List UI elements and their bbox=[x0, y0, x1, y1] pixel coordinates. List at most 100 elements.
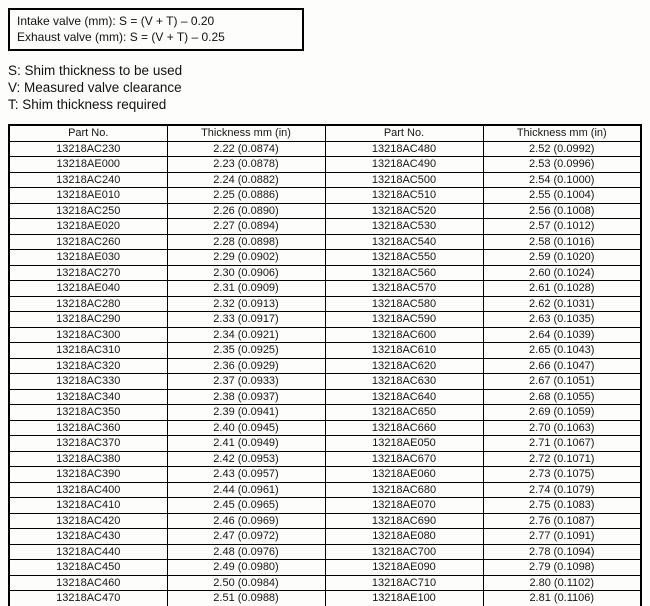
part-no-cell: 13218AC290 bbox=[8, 311, 168, 328]
thickness-cell: 2.71 (0.1067) bbox=[482, 435, 642, 452]
thickness-cell: 2.28 (0.0898) bbox=[166, 233, 326, 250]
part-no-cell: 13218AC360 bbox=[8, 419, 168, 436]
thickness-cell: 2.26 (0.0890) bbox=[166, 202, 326, 219]
part-no-cell: 13218AC440 bbox=[8, 543, 168, 560]
part-no-cell: 13218AC320 bbox=[8, 357, 168, 374]
part-no-cell: 13218AC620 bbox=[324, 357, 484, 374]
thickness-cell: 2.34 (0.0921) bbox=[166, 326, 326, 343]
part-no-cell: 13218AC630 bbox=[324, 373, 484, 390]
thickness-cell: 2.23 (0.0878) bbox=[166, 156, 326, 173]
part-no-cell: 13218AE050 bbox=[324, 435, 484, 452]
part-no-cell: 13218AC680 bbox=[324, 481, 484, 498]
thickness-cell: 2.29 (0.0902) bbox=[166, 249, 326, 266]
legend-t-line: T: Shim thickness required bbox=[8, 97, 167, 112]
table-row: 13218AE000 2.23 (0.0878) 13218AC490 2.53 (0… bbox=[8, 156, 642, 173]
part-no-cell: 13218AC480 bbox=[324, 140, 484, 157]
thickness-cell: 2.64 (0.1039) bbox=[482, 326, 642, 343]
part-no-cell: 13218AC240 bbox=[8, 171, 168, 188]
table-row: 13218AC230 2.22 (0.0874) 13218AC480 2.52 (0… bbox=[8, 140, 642, 157]
thickness-cell: 2.47 (0.0972) bbox=[166, 528, 326, 545]
thickness-cell: 2.59 (0.1020) bbox=[482, 249, 642, 266]
part-no-cell: 13218AC520 bbox=[324, 202, 484, 219]
part-no-cell: 13218AC640 bbox=[324, 388, 484, 405]
table-row: 13218AC320 2.36 (0.0929) 13218AC620 2.66 (0… bbox=[8, 357, 642, 374]
part-no-cell: 13218AC590 bbox=[324, 311, 484, 328]
part-no-cell: 13218AC380 bbox=[8, 450, 168, 467]
thickness-cell: 2.63 (0.1035) bbox=[482, 311, 642, 328]
thickness-cell: 2.51 (0.0988) bbox=[166, 590, 326, 606]
thickness-cell: 2.37 (0.0933) bbox=[166, 373, 326, 390]
thickness-cell: 2.38 (0.0937) bbox=[166, 388, 326, 405]
part-no-cell: 13218AE040 bbox=[8, 280, 168, 297]
table-row: 13218AC300 2.34 (0.0921) 13218AC600 2.64 (0… bbox=[8, 326, 642, 343]
part-no-cell: 13218AC350 bbox=[8, 404, 168, 421]
thickness-cell: 2.62 (0.1031) bbox=[482, 295, 642, 312]
legend-v-line: V: Measured valve clearance bbox=[8, 80, 182, 95]
part-no-cell: 13218AC470 bbox=[8, 590, 168, 606]
part-no-cell: 13218AC670 bbox=[324, 450, 484, 467]
thickness-cell: 2.58 (0.1016) bbox=[482, 233, 642, 250]
thickness-cell: 2.75 (0.1083) bbox=[482, 497, 642, 514]
thickness-cell: 2.77 (0.1091) bbox=[482, 528, 642, 545]
thickness-cell: 2.68 (0.1055) bbox=[482, 388, 642, 405]
thickness-cell: 2.49 (0.0980) bbox=[166, 559, 326, 576]
part-no-cell: 13218AC430 bbox=[8, 528, 168, 545]
thickness-cell: 2.78 (0.1094) bbox=[482, 543, 642, 560]
header-part-no-right: Part No. bbox=[324, 124, 484, 142]
table-row: 13218AC290 2.33 (0.0917) 13218AC590 2.63 (0… bbox=[8, 311, 642, 328]
shim-table-header: Part No. Thickness mm (in) Part No. Thic… bbox=[8, 124, 642, 142]
thickness-cell: 2.70 (0.1063) bbox=[482, 419, 642, 436]
table-row: 13218AC420 2.46 (0.0969) 13218AC690 2.76 (0… bbox=[8, 512, 642, 529]
thickness-cell: 2.41 (0.0949) bbox=[166, 435, 326, 452]
thickness-cell: 2.50 (0.0984) bbox=[166, 574, 326, 591]
part-no-cell: 13218AC390 bbox=[8, 466, 168, 483]
exhaust-valve-formula: Exhaust valve (mm): S = (V + T) – 0.25 bbox=[17, 30, 225, 44]
part-no-cell: 13218AC580 bbox=[324, 295, 484, 312]
thickness-cell: 2.46 (0.0969) bbox=[166, 512, 326, 529]
part-no-cell: 13218AC500 bbox=[324, 171, 484, 188]
thickness-cell: 2.25 (0.0886) bbox=[166, 187, 326, 204]
table-row: 13218AC360 2.40 (0.0945) 13218AC660 2.70 (0… bbox=[8, 419, 642, 436]
part-no-cell: 13218AC570 bbox=[324, 280, 484, 297]
part-no-cell: 13218AC330 bbox=[8, 373, 168, 390]
part-no-cell: 13218AE070 bbox=[324, 497, 484, 514]
table-row: 13218AC390 2.43 (0.0957) 13218AE060 2.73 (0… bbox=[8, 466, 642, 483]
thickness-cell: 2.80 (0.1102) bbox=[482, 574, 642, 591]
shim-thickness-table: Part No. Thickness mm (in) Part No. Thic… bbox=[8, 124, 642, 606]
part-no-cell: 13218AC300 bbox=[8, 326, 168, 343]
thickness-cell: 2.31 (0.0909) bbox=[166, 280, 326, 297]
part-no-cell: 13218AC420 bbox=[8, 512, 168, 529]
shim-table-body: 13218AC230 2.22 (0.0874) 13218AC480 2.52 (0… bbox=[8, 140, 642, 606]
part-no-cell: 13218AC410 bbox=[8, 497, 168, 514]
thickness-cell: 2.81 (0.1106) bbox=[482, 590, 642, 606]
part-no-cell: 13218AC660 bbox=[324, 419, 484, 436]
header-part-no-left: Part No. bbox=[8, 124, 168, 142]
thickness-cell: 2.56 (0.1008) bbox=[482, 202, 642, 219]
table-row: 13218AE030 2.29 (0.0902) 13218AC550 2.59 (0… bbox=[8, 249, 642, 266]
part-no-cell: 13218AE010 bbox=[8, 187, 168, 204]
part-no-cell: 13218AC230 bbox=[8, 140, 168, 157]
table-row: 13218AC470 2.51 (0.0988) 13218AE100 2.81 (0… bbox=[8, 590, 642, 606]
part-no-cell: 13218AC550 bbox=[324, 249, 484, 266]
part-no-cell: 13218AC690 bbox=[324, 512, 484, 529]
thickness-cell: 2.57 (0.1012) bbox=[482, 218, 642, 235]
part-no-cell: 13218AC510 bbox=[324, 187, 484, 204]
part-no-cell: 13218AC490 bbox=[324, 156, 484, 173]
part-no-cell: 13218AC400 bbox=[8, 481, 168, 498]
thickness-cell: 2.52 (0.0992) bbox=[482, 140, 642, 157]
part-no-cell: 13218AC340 bbox=[8, 388, 168, 405]
thickness-cell: 2.61 (0.1028) bbox=[482, 280, 642, 297]
part-no-cell: 13218AC560 bbox=[324, 264, 484, 281]
thickness-cell: 2.79 (0.1098) bbox=[482, 559, 642, 576]
thickness-cell: 2.43 (0.0957) bbox=[166, 466, 326, 483]
thickness-cell: 2.39 (0.0941) bbox=[166, 404, 326, 421]
thickness-cell: 2.24 (0.0882) bbox=[166, 171, 326, 188]
part-no-cell: 13218AC250 bbox=[8, 202, 168, 219]
part-no-cell: 13218AC260 bbox=[8, 233, 168, 250]
thickness-cell: 2.73 (0.1075) bbox=[482, 466, 642, 483]
thickness-cell: 2.54 (0.1000) bbox=[482, 171, 642, 188]
thickness-cell: 2.55 (0.1004) bbox=[482, 187, 642, 204]
table-row: 13218AE010 2.25 (0.0886) 13218AC510 2.55 (0… bbox=[8, 187, 642, 204]
part-no-cell: 13218AE080 bbox=[324, 528, 484, 545]
thickness-cell: 2.53 (0.0996) bbox=[482, 156, 642, 173]
